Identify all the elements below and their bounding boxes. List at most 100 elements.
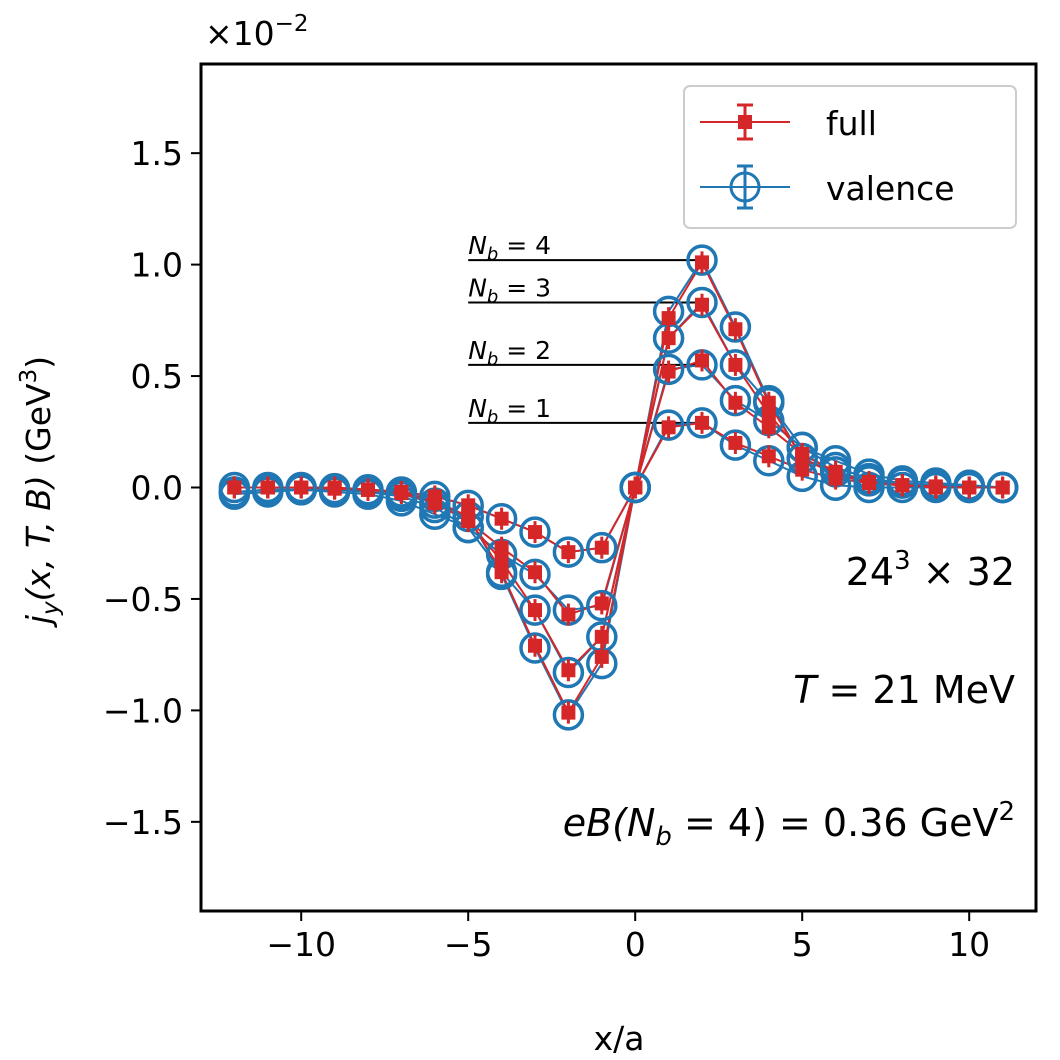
full-point: [494, 511, 509, 526]
legend-marker-full: [700, 103, 790, 141]
valence-point: [252, 473, 284, 506]
valence-point: [719, 384, 752, 417]
valence-point: [652, 353, 685, 386]
full-point: [294, 480, 309, 495]
valence-point: [552, 699, 585, 731]
legend-label-full: full: [826, 104, 877, 143]
valence-point: [719, 429, 752, 461]
legend-marker-valence: [700, 164, 790, 210]
full-point: [227, 480, 242, 495]
full-point: [260, 480, 275, 495]
full-point: [561, 545, 576, 560]
lattice-size-annotation: 243 × 32: [846, 546, 1015, 594]
temperature-annotation: T = 21 MeV: [793, 668, 1015, 712]
valence-point: [953, 471, 985, 504]
valence-point: [652, 409, 685, 441]
y-axis-label: jy(x, T, B) (GeV3): [16, 356, 64, 628]
full-point: [728, 395, 743, 410]
y-tick-label: −0.5: [103, 580, 183, 619]
full-point: [661, 311, 676, 326]
legend: full valence: [683, 85, 1017, 229]
full-point: [761, 420, 776, 435]
x-tick-label: 0: [625, 925, 646, 964]
x-tick-label: −5: [444, 925, 493, 964]
full-point: [461, 498, 476, 513]
valence-point: [552, 656, 585, 689]
nb-1-label: Nb = 1: [468, 394, 551, 428]
x-axis-label: x/a: [594, 1019, 645, 1058]
full-point: [661, 331, 676, 346]
plot-frame: [199, 62, 1038, 913]
full-point: [695, 415, 709, 430]
valence-point: [986, 471, 1019, 504]
y-tick-label: 0.5: [131, 357, 183, 396]
axis-ticks: −10 −5 0 5 10 −1.5 −1.0 −0.5 0.0 0.5 1.0 1.5: [103, 134, 990, 964]
full-point: [628, 480, 643, 495]
valence-point: [519, 632, 551, 664]
full-point: [594, 629, 609, 644]
full-point: [995, 480, 1010, 495]
valence-point: [586, 589, 618, 622]
full-point: [528, 603, 542, 618]
y-tick-label: −1.0: [103, 691, 183, 730]
full-point: [695, 255, 709, 270]
full-point: [494, 540, 509, 555]
field-annotation: eB(Nb = 4) = 0.36 GeV2: [563, 797, 1015, 852]
full-point: [728, 357, 743, 372]
full-point: [561, 663, 576, 678]
y-tick-label: 0.0: [131, 469, 183, 508]
nb-3-label: Nb = 3: [468, 273, 551, 307]
full-point: [862, 476, 876, 491]
full-point: [327, 480, 342, 495]
full-point: [828, 467, 843, 482]
full-point: [528, 638, 542, 653]
valence-point: [686, 286, 718, 319]
full-point: [594, 596, 609, 611]
y-tick-label: 1.5: [131, 134, 183, 173]
full-point: [795, 462, 810, 477]
legend-label-valence: valence: [826, 169, 955, 208]
full-point: [728, 435, 743, 450]
full-point: [928, 480, 943, 495]
valence-point: [318, 473, 351, 506]
valence-point: [686, 244, 718, 276]
full-point: [661, 364, 676, 379]
nb-4-label: Nb = 4: [468, 231, 551, 265]
valence-point: [385, 478, 418, 510]
y-tick-label: −1.5: [103, 803, 183, 842]
valence-point: [519, 594, 551, 626]
series-layer: [218, 244, 1019, 731]
valence-point: [686, 407, 718, 439]
full-point: [494, 554, 509, 569]
x-tick-label: −10: [266, 925, 336, 964]
full-point: [594, 649, 609, 664]
full-point: [695, 297, 709, 312]
full-point: [427, 493, 442, 508]
full-point: [394, 484, 409, 499]
valence-point: [920, 469, 952, 502]
valence-point: [485, 502, 518, 535]
full-point: [561, 607, 576, 622]
valence-point: [352, 476, 384, 508]
x-tick-label: 5: [792, 925, 813, 964]
full-point: [361, 482, 375, 497]
valence-point: [619, 471, 651, 504]
valence-point: [519, 558, 551, 591]
valence-point: [519, 516, 551, 548]
full-point: [962, 480, 977, 495]
full-point: [795, 451, 810, 466]
full-point: [761, 395, 776, 410]
valence-point: [719, 349, 752, 381]
valence-point: [886, 467, 919, 499]
valence-point: [285, 473, 317, 506]
full-point: [695, 353, 709, 368]
y-tick-label: 1.0: [131, 246, 183, 285]
valence-point: [719, 311, 752, 343]
full-point: [461, 509, 476, 524]
nb-2-label: Nb = 2: [468, 336, 551, 370]
valence-point: [853, 465, 885, 497]
full-point: [895, 478, 910, 493]
valence-point: [586, 531, 618, 564]
full-point: [728, 322, 743, 337]
